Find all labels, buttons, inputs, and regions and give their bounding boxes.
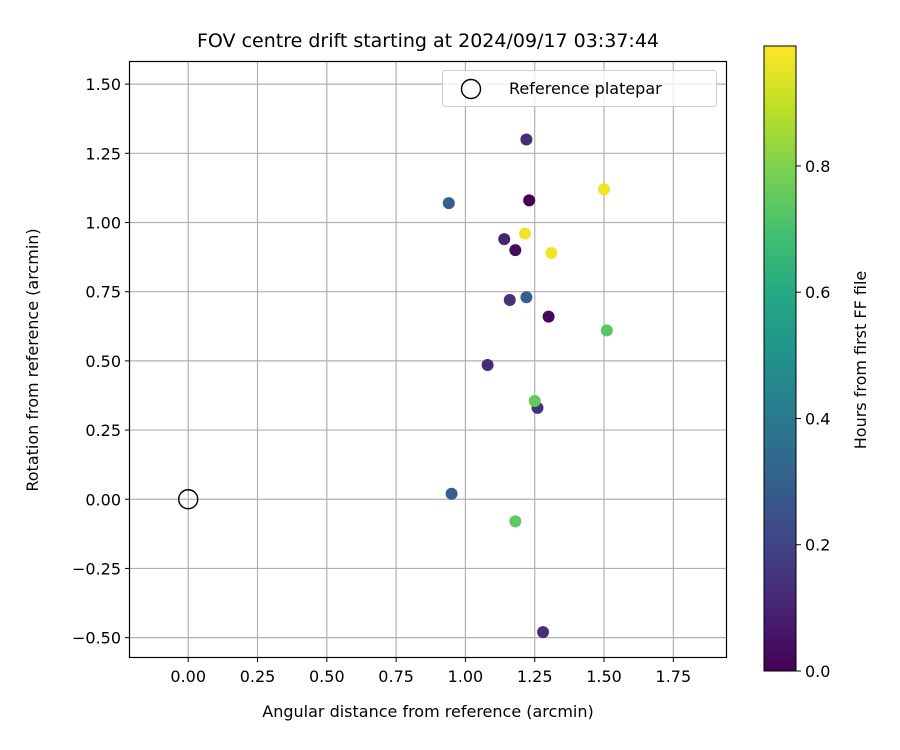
y-tick-label: 0.00 [85,490,121,509]
y-tick-label: −0.25 [72,559,121,578]
y-tick-label: 0.25 [85,421,121,440]
colorbar-tick-label: 0.8 [805,157,830,176]
y-tick-label: −0.50 [72,629,121,648]
data-point [542,310,555,323]
colorbar-gradient [763,45,797,672]
data-point [503,294,516,306]
data-point [520,291,533,304]
plot-area-frame [128,60,728,659]
x-tick-label: 0.00 [170,667,206,686]
y-axis-label: Rotation from reference (arcmin) [23,228,42,491]
data-point [537,626,550,639]
colorbar-label: Hours from first FF file [851,271,870,450]
data-point [442,197,455,210]
legend-label: Reference platepar [509,79,662,98]
legend-reference-marker [460,78,482,100]
colorbar-tick-label: 0.0 [805,662,830,681]
colorbar-ticks: 0.0 0.2 0.4 0.6 0.8 [796,157,830,681]
colorbar: 0.0 0.2 0.4 0.6 0.8 Hours from first FF file [763,45,870,681]
data-point [519,227,532,240]
legend-box [442,70,717,107]
data-point [598,183,611,196]
x-tick-label: 1.50 [586,667,622,686]
x-tick-label: 0.50 [309,667,345,686]
y-tick-label: 1.25 [85,144,121,163]
data-point [528,395,541,408]
data-point [509,515,522,528]
data-point [520,133,533,146]
colorbar-tick-label: 0.4 [805,409,830,428]
chart-title: FOV centre drift starting at 2024/09/17 … [197,30,659,52]
data-point [481,359,494,372]
data-point [545,246,558,259]
data-point [523,194,536,207]
x-axis-ticks: 0.00 0.25 0.50 0.75 1.00 1.25 1.50 1.75 [170,657,691,686]
x-tick-label: 0.25 [240,667,276,686]
y-tick-label: 0.50 [85,352,121,371]
x-tick-label: 1.25 [517,667,553,686]
x-tick-label: 1.75 [656,667,692,686]
data-point [498,233,511,246]
y-axis-ticks: −0.50 −0.25 0.00 0.25 0.50 0.75 1.00 1.25 1.50 [72,75,130,648]
legend: Reference platepar [442,70,717,107]
data-point [600,324,613,337]
reference-platepar-marker [178,489,199,510]
grid-lines [130,62,726,657]
colorbar-tick-label: 0.2 [805,536,830,555]
x-tick-label: 1.00 [448,667,484,686]
y-tick-label: 1.00 [85,214,121,233]
data-point [445,487,458,500]
data-point [509,244,522,257]
y-tick-label: 0.75 [85,283,121,302]
x-tick-label: 0.75 [378,667,414,686]
x-axis-label: Angular distance from reference (arcmin) [262,702,593,721]
colorbar-tick-label: 0.6 [805,283,830,302]
y-tick-label: 1.50 [85,75,121,94]
data-points [178,133,613,639]
